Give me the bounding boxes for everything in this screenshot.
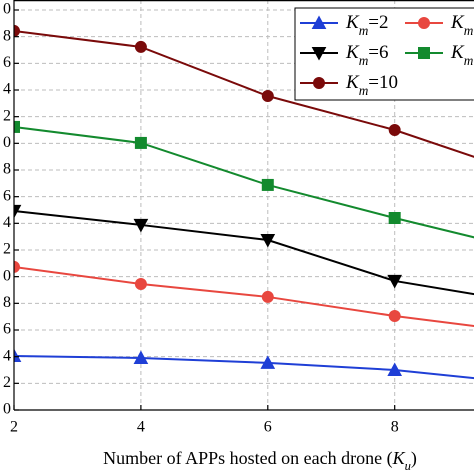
data-point <box>14 260 20 273</box>
data-point <box>388 212 401 224</box>
data-point <box>387 362 403 376</box>
data-point <box>387 274 403 289</box>
data-point <box>261 178 274 191</box>
legend-marker <box>311 47 327 61</box>
series-line <box>14 125 474 239</box>
x-tick-label: 2 <box>10 419 18 436</box>
data-point <box>134 40 147 53</box>
legend-marker <box>311 15 327 29</box>
y-tick-label: 8 <box>3 161 11 178</box>
legend: Km=2Km=4Km=6Km=8Km=10 <box>294 7 474 101</box>
data-point <box>260 355 276 369</box>
y-tick-label: 8 <box>3 27 11 44</box>
data-point <box>14 348 22 362</box>
x-tick-label: 4 <box>137 419 145 436</box>
x-tick-label: 6 <box>264 419 272 436</box>
y-tick-label: 0 <box>3 401 11 418</box>
legend-marker <box>418 17 430 29</box>
y-tick-label: 0 <box>3 1 11 18</box>
y-tick-label: 4 <box>3 347 11 364</box>
y-tick-label: 6 <box>3 54 11 71</box>
y-tick-label: 8 <box>3 294 11 311</box>
y-tick-label: 6 <box>3 321 11 338</box>
x-tick-label: 8 <box>391 419 399 436</box>
data-point <box>133 218 149 233</box>
data-point <box>14 24 20 37</box>
y-tick-label: 6 <box>3 187 11 204</box>
data-point <box>133 350 149 364</box>
y-tick-label: 4 <box>3 214 11 231</box>
y-tick-label: 2 <box>3 107 11 124</box>
y-tick-label: 0 <box>3 134 11 151</box>
legend-label: Km=10 <box>345 72 398 97</box>
data-point <box>261 290 274 303</box>
data-point <box>134 278 147 290</box>
y-tick-label: 2 <box>3 241 11 258</box>
legend-marker <box>313 77 325 89</box>
data-point <box>388 124 401 136</box>
series-line <box>14 355 474 380</box>
legend-label: Km=2 <box>345 12 389 37</box>
legend-marker <box>418 47 430 59</box>
data-point <box>14 204 22 219</box>
data-point <box>388 310 401 322</box>
y-tick-label: 0 <box>3 267 11 284</box>
series-line <box>14 209 474 296</box>
data-point <box>261 90 274 102</box>
x-axis-label: Number of APPs hosted on each drone (Ku) <box>103 448 417 473</box>
y-tick-label: 2 <box>3 374 11 391</box>
data-point <box>14 120 20 133</box>
data-point <box>260 234 276 248</box>
series-line <box>14 265 474 328</box>
data-point <box>134 136 147 149</box>
y-tick-label: 4 <box>3 81 11 98</box>
legend-label: Km=6 <box>345 42 389 67</box>
